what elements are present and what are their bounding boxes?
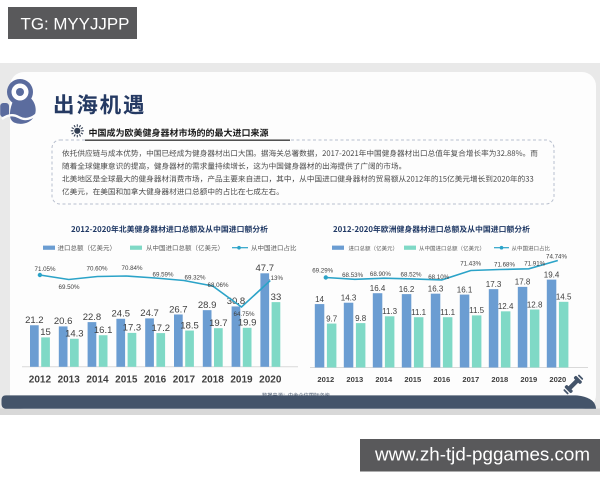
- svg-text:11.3: 11.3: [382, 307, 398, 316]
- svg-text:71.91%: 71.91%: [524, 261, 545, 268]
- svg-text:24.5: 24.5: [112, 309, 131, 320]
- svg-text:2018: 2018: [491, 375, 508, 384]
- svg-text:47.7: 47.7: [256, 263, 275, 274]
- svg-text:24.7: 24.7: [140, 308, 159, 319]
- svg-text:2020: 2020: [549, 375, 566, 384]
- svg-text:2012: 2012: [317, 375, 334, 384]
- svg-text:69.13%: 69.13%: [262, 275, 283, 282]
- svg-text:2016: 2016: [144, 374, 167, 385]
- svg-text:9.7: 9.7: [326, 314, 338, 323]
- svg-text:19.7: 19.7: [209, 318, 228, 329]
- svg-text:22.8: 22.8: [83, 312, 102, 323]
- svg-text:12.8: 12.8: [527, 300, 543, 309]
- svg-text:11.5: 11.5: [469, 306, 485, 315]
- svg-text:9.8: 9.8: [355, 314, 367, 323]
- svg-text:74.74%: 74.74%: [546, 253, 567, 260]
- svg-text:68.53%: 68.53%: [342, 272, 363, 279]
- svg-text:20.6: 20.6: [54, 316, 73, 327]
- svg-text:2016: 2016: [433, 375, 450, 384]
- svg-text:11.1: 11.1: [440, 308, 456, 317]
- svg-text:30.8: 30.8: [227, 296, 246, 307]
- svg-text:14.5: 14.5: [556, 293, 572, 302]
- svg-text:14.3: 14.3: [65, 329, 84, 340]
- svg-text:68.10%: 68.10%: [428, 274, 449, 281]
- svg-text:15: 15: [40, 327, 51, 338]
- svg-text:14: 14: [315, 295, 324, 304]
- svg-text:64.75%: 64.75%: [234, 311, 255, 318]
- svg-text:33: 33: [271, 292, 282, 303]
- svg-text:18.5: 18.5: [180, 320, 199, 331]
- svg-text:17.8: 17.8: [515, 278, 531, 287]
- svg-text:17.3: 17.3: [486, 280, 502, 289]
- svg-text:68.06%: 68.06%: [208, 282, 229, 289]
- svg-text:2018: 2018: [202, 374, 225, 385]
- svg-text:28.9: 28.9: [198, 300, 217, 311]
- svg-text:2013: 2013: [346, 375, 363, 384]
- svg-text:70.60%: 70.60%: [87, 266, 108, 273]
- svg-text:2017: 2017: [173, 374, 196, 385]
- svg-text:11.1: 11.1: [411, 308, 427, 317]
- svg-text:12.4: 12.4: [498, 302, 514, 311]
- svg-text:14.3: 14.3: [341, 294, 357, 303]
- svg-text:70.84%: 70.84%: [122, 265, 143, 272]
- svg-text:19.9: 19.9: [238, 318, 257, 329]
- svg-text:68.90%: 68.90%: [370, 271, 391, 278]
- svg-text:69.59%: 69.59%: [153, 272, 174, 279]
- svg-text:17.3: 17.3: [123, 323, 142, 334]
- svg-text:21.2: 21.2: [25, 315, 44, 326]
- svg-text:2014: 2014: [86, 374, 109, 385]
- svg-text:www.zh-tjd-pggames.com: www.zh-tjd-pggames.com: [374, 443, 590, 464]
- svg-text:2019: 2019: [520, 375, 537, 384]
- svg-text:69.29%: 69.29%: [312, 268, 333, 275]
- svg-text:68.52%: 68.52%: [401, 271, 422, 278]
- svg-text:16.1: 16.1: [457, 285, 473, 294]
- svg-text:69.32%: 69.32%: [185, 275, 206, 282]
- svg-text:71.05%: 71.05%: [35, 266, 56, 273]
- svg-text:2020: 2020: [259, 374, 282, 385]
- svg-text:16.2: 16.2: [399, 285, 415, 294]
- svg-text:19.4: 19.4: [544, 270, 560, 279]
- svg-text:2014: 2014: [375, 375, 393, 384]
- svg-text:2015: 2015: [115, 374, 138, 385]
- svg-text:69.50%: 69.50%: [59, 284, 80, 291]
- svg-text:16.3: 16.3: [428, 284, 444, 293]
- svg-text:2012: 2012: [29, 374, 52, 385]
- svg-text:17.2: 17.2: [152, 323, 171, 334]
- svg-text:71.43%: 71.43%: [460, 261, 481, 268]
- svg-text:2017: 2017: [462, 375, 479, 384]
- svg-text:16.4: 16.4: [370, 284, 386, 293]
- svg-text:TG: MYYJJPP: TG: MYYJJPP: [21, 15, 130, 34]
- svg-text:71.68%: 71.68%: [494, 262, 515, 269]
- svg-text:2015: 2015: [404, 375, 422, 384]
- svg-text:2013: 2013: [58, 374, 81, 385]
- svg-text:16.1: 16.1: [94, 325, 113, 336]
- svg-text:2019: 2019: [230, 374, 253, 385]
- svg-text:26.7: 26.7: [169, 304, 188, 315]
